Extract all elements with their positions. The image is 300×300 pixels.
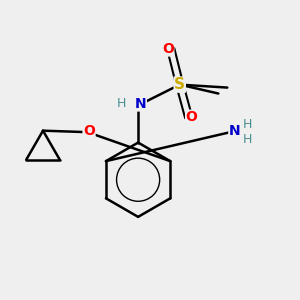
Text: O: O [186, 110, 197, 124]
Text: H: H [243, 118, 252, 131]
Text: S: S [174, 77, 185, 92]
Text: O: O [83, 124, 95, 138]
Text: H: H [243, 133, 252, 146]
Text: N: N [135, 97, 146, 111]
Text: H: H [117, 98, 127, 110]
Text: N: N [229, 124, 241, 138]
Text: O: O [162, 42, 174, 56]
